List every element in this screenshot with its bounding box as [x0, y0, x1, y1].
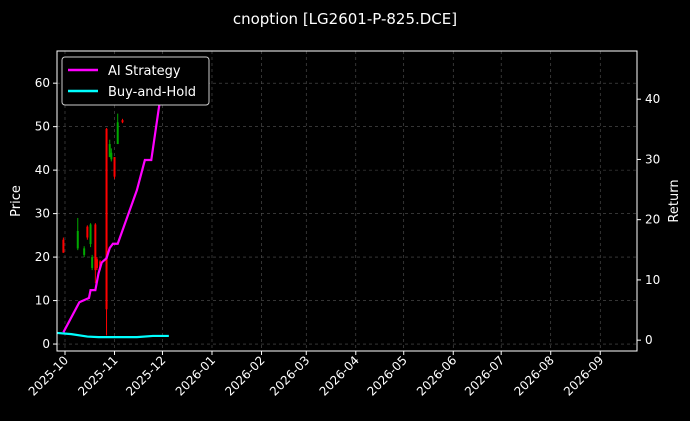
- y-tick-label: 40: [35, 163, 50, 177]
- x-tick-label: 2026-05: [364, 353, 409, 398]
- y-right-tick-label: 40: [645, 92, 660, 106]
- x-tick-label: 2026-02: [222, 353, 267, 398]
- y-right-tick-label: 20: [645, 213, 660, 227]
- candle-body: [83, 248, 86, 255]
- y-axis-label: Price: [9, 185, 24, 217]
- x-tick-label: 2025-12: [123, 353, 168, 398]
- candle-body: [86, 226, 89, 238]
- legend: AI Strategy Buy-and-Hold: [61, 56, 210, 106]
- series-line-ai-strategy: [62, 66, 166, 333]
- grid: [57, 51, 637, 351]
- candle-body: [62, 239, 65, 253]
- series-lines: [56, 66, 169, 339]
- legend-label-buy-and-hold: Buy-and-Hold: [108, 85, 196, 100]
- x-tick-label: 2026-04: [317, 353, 362, 398]
- candle-body: [121, 120, 124, 123]
- y-tick-label: 20: [35, 250, 50, 264]
- candles: [62, 113, 124, 336]
- chart-title: cnoption [LG2601-P-825.DCE]: [233, 10, 457, 28]
- candle-body: [105, 128, 108, 310]
- candle-body: [95, 259, 98, 268]
- candle-body: [76, 231, 79, 249]
- x-tick-label: 2026-07: [462, 353, 507, 398]
- candle-body: [108, 144, 111, 158]
- x-tick-label: 2026-03: [267, 353, 312, 398]
- x-tick-label: 2026-01: [173, 353, 218, 398]
- candle-body: [94, 224, 97, 271]
- candle-body: [113, 157, 116, 177]
- plot-frame: [56, 50, 638, 352]
- y-right-tick-label: 0: [645, 333, 653, 347]
- x-tick-label: 2026-06: [414, 353, 459, 398]
- series-line-buy-and-hold: [56, 331, 169, 339]
- x-tick-label: 2026-08: [511, 353, 556, 398]
- y-tick-label: 30: [35, 207, 50, 221]
- y-tick-label: 0: [42, 337, 50, 351]
- candle-body: [116, 122, 119, 145]
- y-tick-label: 10: [35, 294, 50, 308]
- y-tick-label: 50: [35, 120, 50, 134]
- legend-box: [61, 56, 210, 106]
- legend-label-ai-strategy: AI Strategy: [108, 64, 181, 79]
- candle-body: [91, 257, 94, 268]
- y-axis-right-label: Return: [667, 179, 682, 222]
- y-tick-label: 60: [35, 76, 50, 90]
- y-right-tick-label: 30: [645, 152, 660, 166]
- x-tick-label: 2026-09: [561, 353, 606, 398]
- x-tick-label: 2025-10: [26, 353, 71, 398]
- candle-body: [110, 152, 113, 160]
- candle-body: [89, 224, 92, 245]
- y-right-tick-label: 10: [645, 273, 660, 287]
- x-tick-label: 2025-11: [75, 353, 120, 398]
